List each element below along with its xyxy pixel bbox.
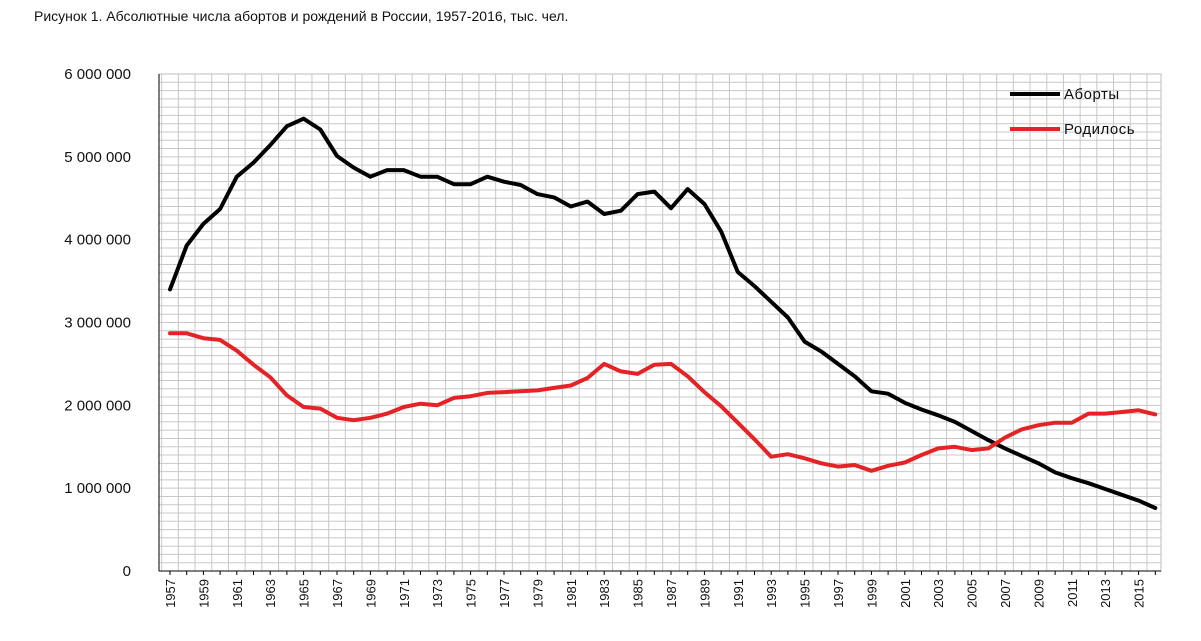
series-lines bbox=[168, 116, 1158, 510]
x-tick-label: 1969 bbox=[363, 579, 378, 608]
axes bbox=[158, 74, 1161, 575]
x-tick-label: 2001 bbox=[898, 579, 913, 608]
x-tick-label: 1973 bbox=[430, 579, 445, 608]
y-tick-label: 0 bbox=[123, 563, 131, 580]
x-tick-label: 2009 bbox=[1031, 579, 1046, 608]
x-tick-label: 1997 bbox=[831, 579, 846, 608]
legend: Аборты Родилось bbox=[1010, 86, 1135, 138]
x-tick-label: 1979 bbox=[530, 579, 545, 608]
x-tick-label: 1957 bbox=[163, 579, 178, 608]
x-tick-label: 1977 bbox=[497, 579, 512, 608]
x-tick-label: 2003 bbox=[931, 579, 946, 608]
x-tick-label: 1965 bbox=[297, 579, 312, 608]
chart-title: Рисунок 1. Абсолютные числа абортов и ро… bbox=[34, 8, 569, 24]
x-tick-label: 1971 bbox=[397, 579, 412, 608]
x-tick-label: 1975 bbox=[464, 579, 479, 608]
x-tick-label: 2005 bbox=[965, 579, 980, 608]
y-tick-label: 1 000 000 bbox=[64, 480, 131, 497]
y-axis-ticks: 0 1 000 000 2 000 000 3 000 000 4 000 000 5 0… bbox=[64, 66, 131, 580]
x-tick-label: 1961 bbox=[230, 579, 245, 608]
x-tick-label: 2007 bbox=[998, 579, 1013, 608]
x-tick-label: 1999 bbox=[864, 579, 879, 608]
y-tick-label: 3 000 000 bbox=[64, 315, 131, 332]
x-tick-label: 2013 bbox=[1098, 579, 1113, 608]
legend-label: Родилось bbox=[1064, 121, 1135, 138]
x-tick-label: 2011 bbox=[1065, 579, 1080, 607]
series-line bbox=[168, 116, 1158, 510]
x-tick-label: 1967 bbox=[330, 579, 345, 608]
x-tick-label: 2015 bbox=[1132, 579, 1147, 608]
x-tick-label: 1985 bbox=[631, 579, 646, 608]
x-tick-label: 1995 bbox=[798, 579, 813, 608]
y-tick-label: 5 000 000 bbox=[64, 149, 131, 166]
grid bbox=[158, 73, 1162, 572]
series-line bbox=[168, 331, 1158, 473]
x-tick-label: 1983 bbox=[597, 579, 612, 608]
x-tick-label: 1981 bbox=[564, 579, 579, 608]
y-tick-label: 2 000 000 bbox=[64, 397, 131, 414]
legend-label: Аборты bbox=[1064, 86, 1120, 103]
x-tick-label: 1959 bbox=[196, 579, 211, 608]
y-tick-label: 4 000 000 bbox=[64, 232, 131, 249]
x-tick-label: 1989 bbox=[697, 579, 712, 608]
x-tick-label: 1993 bbox=[764, 579, 779, 608]
x-tick-label: 1991 bbox=[731, 579, 746, 608]
y-tick-label: 6 000 000 bbox=[64, 66, 131, 83]
x-tick-label: 1987 bbox=[664, 579, 679, 608]
x-tick-label: 1963 bbox=[263, 579, 278, 608]
x-axis-ticks: 1957 1959 1961 1963 1965 1967 1969 1971 1973 1975… bbox=[163, 579, 1147, 608]
